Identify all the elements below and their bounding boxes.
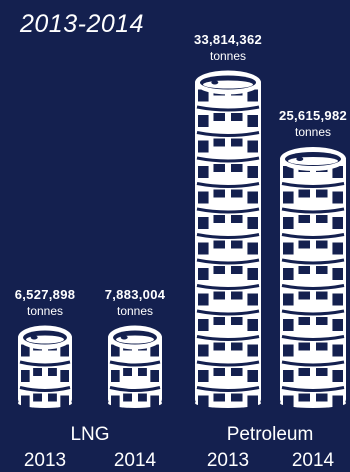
year-label-0: 2013 [23, 450, 67, 471]
chart-title: 2013-2014 [20, 10, 145, 38]
barrel-bar-3 [280, 147, 346, 408]
value-label-unit: tonnes [209, 48, 247, 63]
barrel-bar-1 [108, 325, 162, 408]
value-label-number: 7,883,004 [104, 286, 166, 302]
value-label-unit: tonnes [116, 303, 154, 318]
value-label-2: 33,814,362 tonnes [173, 31, 283, 65]
value-label-number: 25,615,982 [278, 108, 348, 123]
group-label-0: LNG [70, 424, 110, 445]
value-label-1: 7,883,004 tonnes [80, 286, 190, 320]
year-label-2: 2013 [206, 450, 250, 471]
value-label-0: 6,527,898 tonnes [0, 286, 100, 320]
year-label-3: 2014 [291, 450, 335, 471]
barrel-bar-0 [18, 325, 72, 408]
value-label-number: 33,814,362 [193, 31, 263, 47]
year-label-1: 2014 [113, 450, 157, 471]
value-label-number: 6,527,898 [14, 286, 76, 302]
value-label-unit: tonnes [294, 125, 332, 139]
group-label-1: Petroleum [226, 424, 314, 445]
value-label-unit: tonnes [26, 303, 64, 318]
barrel-bar-2 [195, 70, 261, 408]
value-label-3: 25,615,982 tonnes [258, 107, 350, 141]
